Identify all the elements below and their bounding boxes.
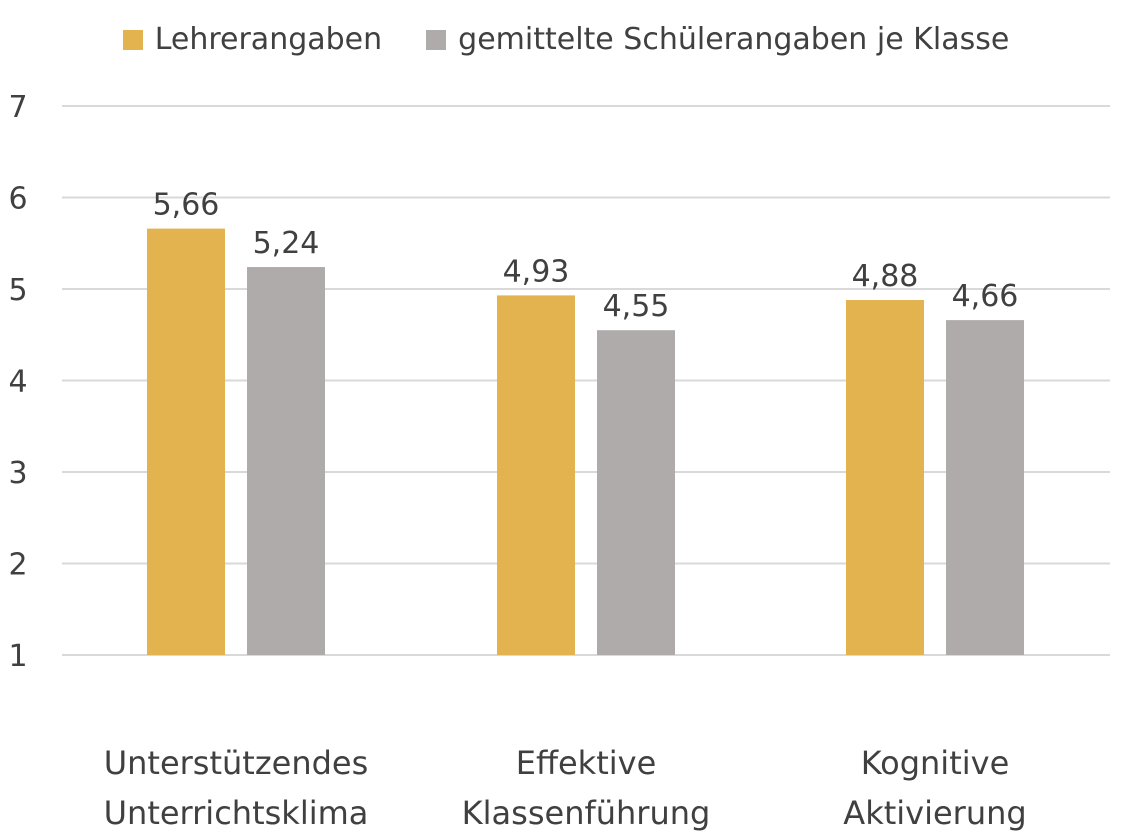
data-label-students-2: 4,66 [952,279,1019,314]
y-axis-ticks: 1 2 3 4 5 6 7 [8,90,27,674]
legend-item-students: gemittelte Schülerangaben je Klasse [426,22,1009,57]
bar-chart: 1 2 3 4 5 6 7 5,66 4,93 4,88 5,24 4,55 4,66 [8,90,1110,674]
y-tick-label-6: 6 [8,182,27,217]
legend-item-teacher: Lehrerangaben [122,22,383,57]
y-tick-label-4: 4 [8,365,27,400]
gridlines [62,105,1110,656]
data-label-students-0: 5,24 [253,226,320,261]
category-label-classroom-management: Effektive Klassenführung [461,744,711,832]
bar-teacher-2 [846,299,924,655]
y-tick-label-1: 1 [8,639,27,674]
legend-label-teacher: Lehrerangaben [154,22,383,57]
bar-students-1 [597,330,675,655]
bars [147,228,1024,656]
legend-swatch-students [426,29,447,50]
y-tick-label-2: 2 [8,548,27,583]
legend-swatch-teacher [122,29,143,50]
y-tick-label-7: 7 [8,90,27,125]
data-label-students-1: 4,55 [603,289,670,324]
bar-students-2 [946,320,1024,655]
category-label-cognitive-activation: Kognitive Aktivierung [843,744,1027,832]
bar-students-0 [247,267,325,655]
data-labels: 5,66 4,93 4,88 5,24 4,55 4,66 [153,188,1019,325]
data-label-teacher-2: 4,88 [852,259,919,294]
bar-teacher-1 [497,295,575,655]
category-label-supportive-climate: Unterstützendes Unterrichtsklima [103,744,369,832]
legend-label-students: gemittelte Schülerangaben je Klasse [458,22,1010,57]
y-tick-label-5: 5 [8,273,27,308]
y-tick-label-3: 3 [8,456,27,491]
data-label-teacher-1: 4,93 [503,254,570,289]
data-label-teacher-0: 5,66 [153,188,220,223]
bar-teacher-0 [147,228,225,656]
legend: Lehrerangaben gemittelte Schülerangaben … [0,22,1132,57]
